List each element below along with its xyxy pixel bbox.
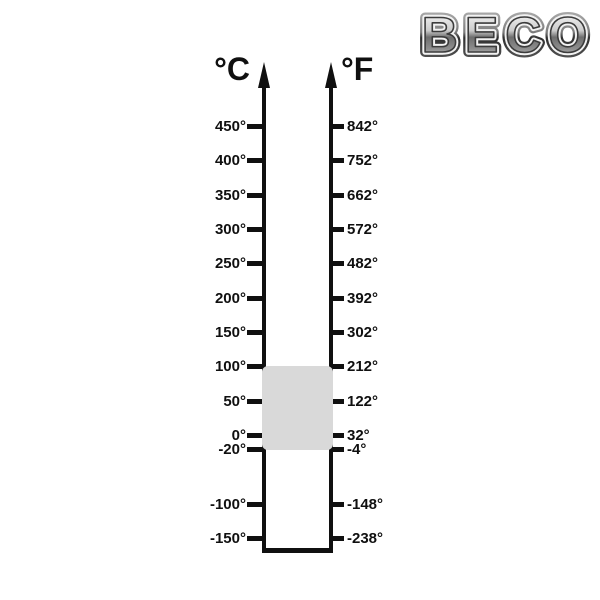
fahrenheit-tick-mark	[331, 536, 344, 541]
fahrenheit-tick-label: -4°	[347, 441, 367, 458]
celsius-tick-label: 100°	[214, 358, 246, 375]
fahrenheit-tick-label: 482°	[347, 255, 379, 272]
celsius-axis-line	[262, 78, 266, 553]
celsius-tick-label: 250°	[214, 255, 246, 272]
celsius-tick-label: -20°	[218, 441, 246, 458]
celsius-tick-mark	[247, 433, 265, 438]
fahrenheit-axis-arrow-icon	[325, 62, 337, 88]
fahrenheit-tick-label: -238°	[347, 530, 384, 547]
celsius-tick-mark	[247, 536, 265, 541]
fahrenheit-tick-mark	[331, 158, 344, 163]
fahrenheit-axis-line	[329, 78, 333, 553]
beco-logo-chrome-face: BECO	[422, 7, 594, 63]
celsius-tick-mark	[247, 330, 265, 335]
beco-logo-light-ring: BECO	[422, 7, 594, 63]
fahrenheit-tick-mark	[331, 433, 344, 438]
celsius-tick-label: -150°	[209, 530, 246, 547]
celsius-tick-label: 50°	[223, 393, 246, 410]
axis-bottom-connector	[262, 548, 333, 553]
celsius-tick-mark	[247, 193, 265, 198]
fahrenheit-tick-label: 392°	[347, 290, 379, 307]
fahrenheit-tick-mark	[331, 330, 344, 335]
celsius-tick-mark	[247, 447, 265, 452]
celsius-axis-arrow-icon	[258, 62, 270, 88]
fahrenheit-tick-mark	[331, 399, 344, 404]
beco-logo: BECO BECO BECO	[419, 3, 594, 65]
fahrenheit-tick-mark	[331, 502, 344, 507]
celsius-tick-label: 450°	[214, 118, 246, 135]
highlight-range-box	[262, 366, 333, 450]
fahrenheit-tick-label: 122°	[347, 393, 379, 410]
fahrenheit-tick-mark	[331, 227, 344, 232]
fahrenheit-tick-mark	[331, 124, 344, 129]
celsius-tick-mark	[247, 502, 265, 507]
celsius-tick-mark	[247, 399, 265, 404]
celsius-tick-label: 0°	[231, 427, 246, 444]
celsius-tick-label: 400°	[214, 152, 246, 169]
celsius-tick-label: 150°	[214, 324, 246, 341]
fahrenheit-tick-label: 212°	[347, 358, 379, 375]
fahrenheit-tick-label: -148°	[347, 496, 384, 513]
celsius-tick-label: -100°	[209, 496, 246, 513]
celsius-tick-mark	[247, 227, 265, 232]
celsius-tick-mark	[247, 158, 265, 163]
fahrenheit-tick-label: 32°	[347, 427, 370, 444]
celsius-axis-label: °C	[214, 51, 250, 87]
fahrenheit-tick-mark	[331, 261, 344, 266]
celsius-tick-mark	[247, 124, 265, 129]
celsius-tick-label: 200°	[214, 290, 246, 307]
celsius-tick-label: 300°	[214, 221, 246, 238]
celsius-tick-label: 350°	[214, 187, 246, 204]
fahrenheit-tick-label: 572°	[347, 221, 379, 238]
fahrenheit-tick-mark	[331, 296, 344, 301]
fahrenheit-tick-label: 842°	[347, 118, 379, 135]
fahrenheit-tick-label: 752°	[347, 152, 379, 169]
fahrenheit-tick-mark	[331, 447, 344, 452]
beco-logo-outer-outline: BECO	[422, 7, 594, 63]
celsius-tick-mark	[247, 261, 265, 266]
celsius-tick-mark	[247, 364, 265, 369]
fahrenheit-tick-label: 302°	[347, 324, 379, 341]
celsius-tick-mark	[247, 296, 265, 301]
fahrenheit-tick-mark	[331, 364, 344, 369]
fahrenheit-axis-label: °F	[341, 51, 374, 87]
fahrenheit-tick-label: 662°	[347, 187, 379, 204]
fahrenheit-tick-mark	[331, 193, 344, 198]
